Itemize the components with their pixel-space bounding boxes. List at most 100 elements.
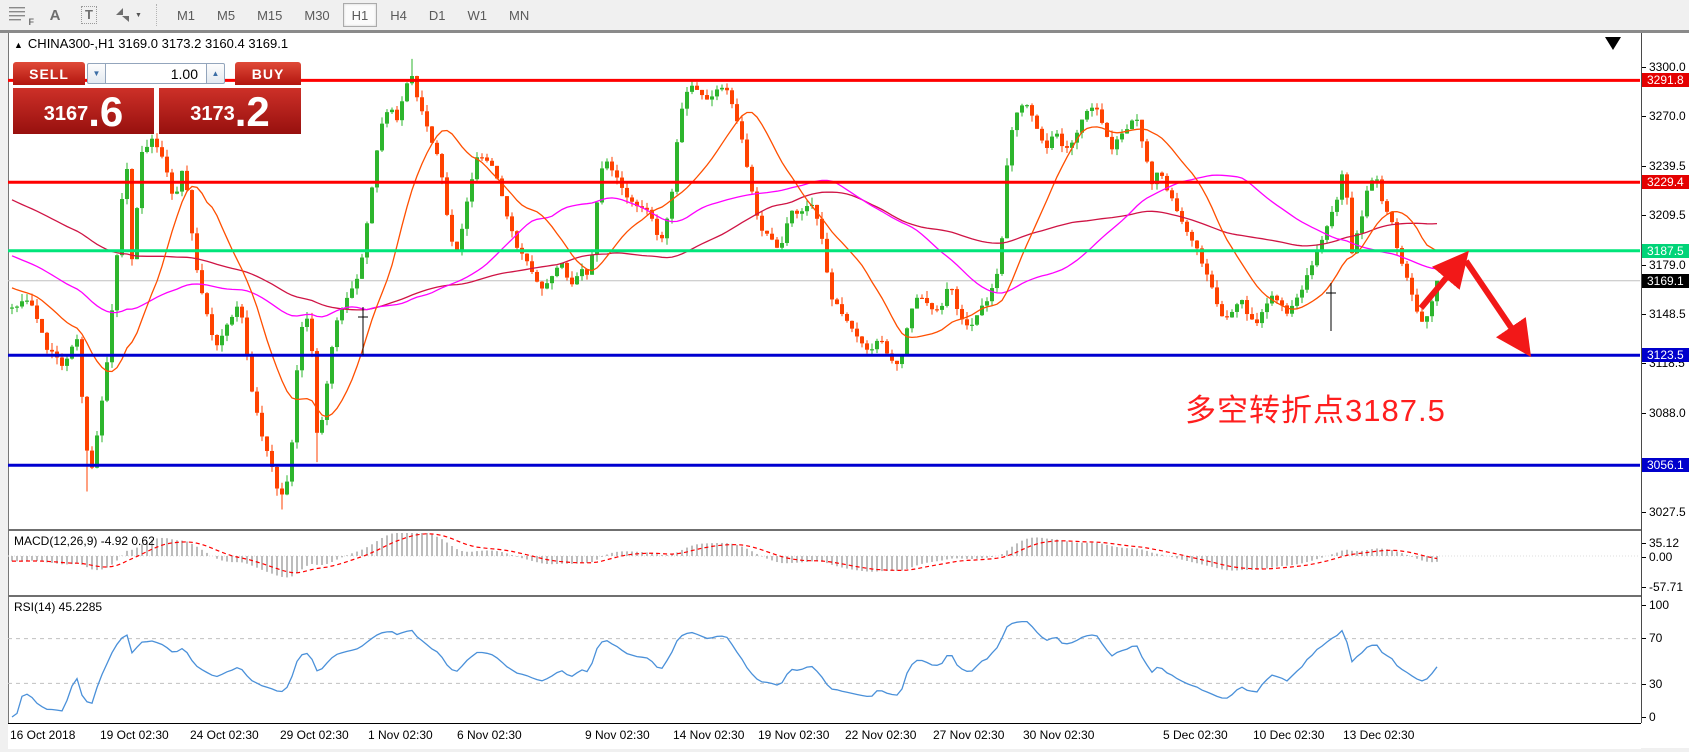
timeframe-MN[interactable]: MN xyxy=(500,3,538,27)
date-label: 16 Oct 2018 xyxy=(10,728,76,742)
price-badge-3291.8: 3291.8 xyxy=(1642,73,1689,88)
rsi-tick-dash xyxy=(1642,605,1646,606)
arrows-tool-icon[interactable]: ▼ xyxy=(108,2,148,28)
collapse-panel-icon[interactable]: ▲ xyxy=(14,40,23,50)
ma-line-mid xyxy=(11,174,1438,318)
price-tick-dash xyxy=(1642,115,1646,117)
price-tick-dash xyxy=(1642,214,1646,216)
volume-increase-button[interactable]: ▲ xyxy=(206,63,225,84)
price-tick-dash xyxy=(1642,314,1646,316)
timeframe-D1[interactable]: D1 xyxy=(420,3,455,27)
indicators-grid-icon[interactable]: F xyxy=(2,2,36,28)
pane-separator[interactable] xyxy=(8,595,1641,597)
date-label: 6 Nov 02:30 xyxy=(457,728,522,742)
macd-tick-dash xyxy=(1642,543,1646,544)
date-label: 22 Nov 02:30 xyxy=(845,728,917,742)
price-tick-dash xyxy=(1642,363,1646,365)
buy-button[interactable]: BUY xyxy=(235,62,301,85)
date-label: 10 Dec 02:30 xyxy=(1253,728,1325,742)
sell-button[interactable]: SELL xyxy=(13,62,85,85)
chart-shift-marker-icon xyxy=(1605,37,1621,50)
timeframe-H1[interactable]: H1 xyxy=(342,3,378,27)
macd-pane[interactable] xyxy=(8,531,1641,595)
price-tick: 3300.0 xyxy=(1649,60,1686,74)
price-badge-3056.1: 3056.1 xyxy=(1642,458,1689,473)
chart-annotation-text: 多空转折点3187.5 xyxy=(1185,393,1446,428)
rsi-tick: 30 xyxy=(1649,677,1663,691)
toolbar: F A T ▼ M1 M5 M15 M30 H1 H4 D1 W1 MN xyxy=(0,0,1689,31)
pane-separator[interactable] xyxy=(8,529,1641,531)
timeframe-W1[interactable]: W1 xyxy=(459,3,497,27)
price-tick-dash xyxy=(1642,264,1646,266)
rsi-line xyxy=(11,620,1438,718)
price-badge-3123.5: 3123.5 xyxy=(1642,348,1689,363)
price-tick: 3148.5 xyxy=(1649,307,1686,322)
volume-decrease-button[interactable]: ▼ xyxy=(87,63,106,84)
date-label: 1 Nov 02:30 xyxy=(368,728,433,742)
date-label: 29 Oct 02:30 xyxy=(280,728,349,742)
chart-title: ▲ CHINA300-,H1 3169.0 3173.2 3160.4 3169.… xyxy=(14,36,289,51)
chart-area[interactable]: ▲ CHINA300-,H1 3169.0 3173.2 3160.4 3169.… xyxy=(0,33,1689,749)
rsi-tick: 70 xyxy=(1649,631,1663,645)
macd-tick-dash xyxy=(1642,557,1646,558)
macd-signal-line xyxy=(12,533,1438,574)
one-click-trading-panel: SELL ▼ ▲ BUY 3167.6 3173.2 xyxy=(12,62,301,135)
ma-line-fast xyxy=(11,111,1438,418)
price-tick: 3027.5 xyxy=(1649,504,1686,519)
macd-indicator-label: MACD(12,26,9) -4.92 0.62 xyxy=(14,534,155,548)
price-axis[interactable]: 3300.0 3270.0 3239.5 3209.5 3179.0 3148.5 3118… xyxy=(1641,33,1689,724)
sell-price-display[interactable]: 3167.6 xyxy=(13,88,154,134)
price-badge-3229.4: 3229.4 xyxy=(1642,175,1689,190)
price-tick-dash xyxy=(1642,165,1646,167)
date-label: 13 Dec 02:30 xyxy=(1343,728,1415,742)
macd-tick-dash xyxy=(1642,587,1646,588)
date-label: 14 Nov 02:30 xyxy=(673,728,745,742)
rsi-tick: 100 xyxy=(1649,598,1670,612)
diagonal-arrows-icon xyxy=(116,8,129,22)
timeframe-H4[interactable]: H4 xyxy=(381,3,416,27)
price-tick-dash xyxy=(1642,67,1646,68)
rsi-tick-dash xyxy=(1642,684,1646,685)
text-tool-icon[interactable]: A xyxy=(40,2,70,28)
rsi-tick-dash xyxy=(1642,717,1646,718)
price-tick: 3239.5 xyxy=(1649,158,1686,173)
trend-arrow xyxy=(1463,259,1532,357)
macd-tick: -57.71 xyxy=(1649,580,1684,594)
rsi-indicator-label: RSI(14) 45.2285 xyxy=(14,600,103,614)
price-tick-dash xyxy=(1642,413,1646,415)
price-tick-dash xyxy=(1642,511,1646,513)
candlestick-chart[interactable] xyxy=(8,33,1641,529)
time-axis[interactable]: 16 Oct 2018 19 Oct 02:30 24 Oct 02:30 29 Oc… xyxy=(8,723,1641,749)
toolbar-separator xyxy=(155,4,158,26)
buy-price-display[interactable]: 3173.2 xyxy=(159,88,301,134)
date-label: 30 Nov 02:30 xyxy=(1023,728,1095,742)
price-tick: 3179.0 xyxy=(1649,257,1686,272)
date-label: 19 Oct 02:30 xyxy=(100,728,169,742)
window-border-band xyxy=(0,30,1689,33)
date-label: 24 Oct 02:30 xyxy=(190,728,259,742)
volume-input[interactable] xyxy=(106,63,206,84)
price-tick: 3270.0 xyxy=(1649,108,1686,123)
date-label: 27 Nov 02:30 xyxy=(933,728,1005,742)
timeframe-group: M1 M5 M15 M30 H1 H4 D1 W1 MN xyxy=(166,3,540,27)
price-badge-3169.1: 3169.1 xyxy=(1642,273,1689,288)
timeframe-M1[interactable]: M1 xyxy=(168,3,204,27)
price-tick: 3088.0 xyxy=(1649,406,1686,421)
rsi-tick-dash xyxy=(1642,638,1646,639)
date-label: 5 Dec 02:30 xyxy=(1163,728,1228,742)
date-label: 9 Nov 02:30 xyxy=(585,728,650,742)
rsi-pane[interactable] xyxy=(8,597,1641,723)
timeframe-M5[interactable]: M5 xyxy=(208,3,244,27)
ma-line-slow xyxy=(11,191,1438,311)
window-left-margin xyxy=(0,33,9,748)
timeframe-M30[interactable]: M30 xyxy=(295,3,338,27)
dotted-grid-icon xyxy=(9,7,25,21)
dropdown-caret-icon: ▼ xyxy=(135,11,142,19)
macd-tick: 0.00 xyxy=(1649,550,1673,564)
label-tool-icon[interactable]: T xyxy=(74,2,104,28)
price-badge-3187.5: 3187.5 xyxy=(1642,243,1689,258)
timeframe-M15[interactable]: M15 xyxy=(248,3,291,27)
rsi-tick: 0 xyxy=(1649,710,1656,724)
date-label: 19 Nov 02:30 xyxy=(758,728,830,742)
